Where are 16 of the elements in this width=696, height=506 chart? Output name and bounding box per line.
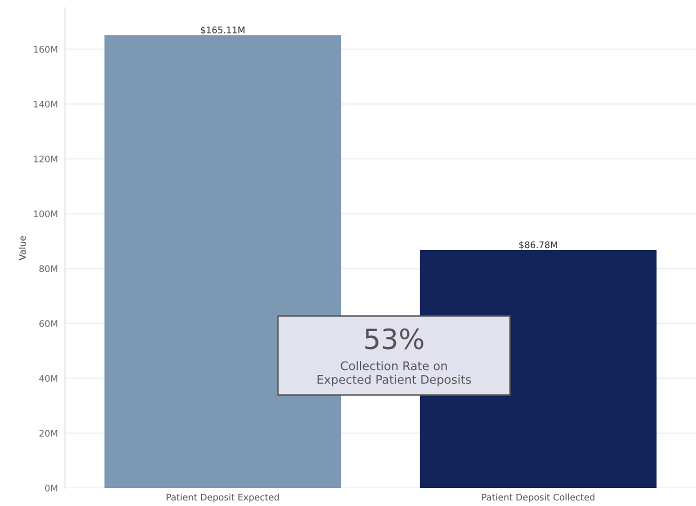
y-tick-label: 20M (39, 430, 58, 437)
y-tick-label: 100M (34, 210, 58, 218)
y-tick-label: 120M (34, 156, 58, 162)
annotation: Collection Rate on Expected Patient Deposits (318, 361, 471, 386)
data-label: $165.11M (200, 26, 244, 35)
x-tick-label: Patient Deposit Collected (482, 494, 594, 502)
y-tick-label: 140M (34, 100, 58, 108)
y-tick-label: 60M (39, 320, 58, 327)
data-label: $86.78M (519, 241, 558, 250)
x-tick-label: Patient Deposit Expected (166, 494, 279, 502)
y-tick-label: 160M (34, 46, 58, 53)
annotation: 53% (365, 328, 424, 350)
y-tick-label: 0M (45, 484, 58, 492)
y-tick-label: 40M (39, 375, 58, 382)
y-axis-title: Value (18, 236, 26, 260)
y-tick-label: 80M (39, 265, 58, 272)
